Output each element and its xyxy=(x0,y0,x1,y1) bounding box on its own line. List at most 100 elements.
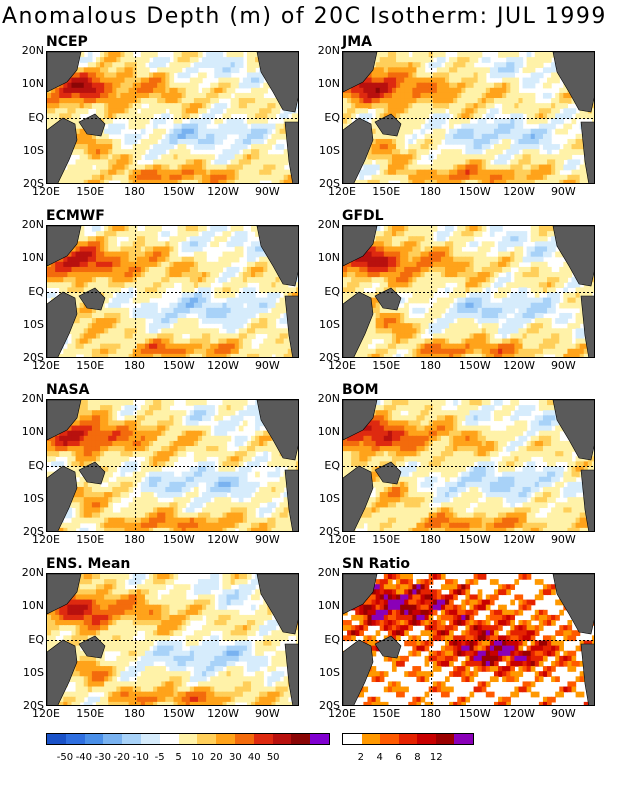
colorbar-swatch xyxy=(454,734,474,744)
colorbar-swatch xyxy=(122,734,141,744)
land-mass xyxy=(374,461,402,485)
lat-label: 10S xyxy=(319,665,340,679)
panel-title: JMA xyxy=(342,34,372,50)
lat-label: EQ xyxy=(28,458,44,472)
lat-label: 10N xyxy=(21,251,44,265)
lon-label: 150W xyxy=(458,359,491,372)
colorbar-label: 50 xyxy=(266,752,280,763)
map-ens-mean xyxy=(46,573,299,706)
lon-label: 150E xyxy=(76,359,105,372)
colorbar-label: 2 xyxy=(357,752,365,763)
lon-label: 120E xyxy=(328,359,356,372)
colorbar-label: 4 xyxy=(376,752,383,763)
lat-label: 20N xyxy=(21,392,44,405)
colorbar-swatch xyxy=(343,734,362,744)
lat-label: 10N xyxy=(317,599,340,613)
colorbar-label: 10 xyxy=(191,752,204,763)
lat-label: 20S xyxy=(23,525,44,538)
colorbar-swatch xyxy=(84,734,104,744)
map-jma xyxy=(342,51,595,184)
land-mass xyxy=(284,295,298,357)
panel-title: SN Ratio xyxy=(342,556,411,572)
lon-label: 180 xyxy=(124,533,146,546)
lon-label: 120W xyxy=(503,533,536,546)
lat-label: 20N xyxy=(21,218,44,231)
lat-label: 10N xyxy=(317,77,340,91)
land-mass xyxy=(374,635,402,659)
colorbar-swatch xyxy=(159,734,179,744)
lon-label: 120E xyxy=(32,533,60,546)
lon-label: 150W xyxy=(162,707,195,720)
colorbar-label: -20 xyxy=(113,752,130,763)
land-mass xyxy=(47,52,82,93)
page-title: Anomalous Depth (m) of 20C Isotherm: JUL… xyxy=(2,4,607,29)
lon-label: 120W xyxy=(207,359,240,372)
colorbar-label: 6 xyxy=(395,752,402,763)
lon-label: 150E xyxy=(372,185,401,198)
lon-label: 150E xyxy=(76,185,105,198)
lon-label: 150W xyxy=(162,533,195,546)
land-mass xyxy=(47,574,82,615)
lon-label: 150W xyxy=(458,533,491,546)
land-mass xyxy=(256,226,298,287)
lon-label: 90W xyxy=(550,185,576,198)
panel-title: ENS. Mean xyxy=(46,556,131,572)
colorbar-label: 5 xyxy=(175,752,182,763)
colorbar-swatch xyxy=(65,734,85,744)
land-mass xyxy=(256,400,298,461)
lon-label: 180 xyxy=(420,533,442,546)
lon-label: 120E xyxy=(328,533,356,546)
land-mass xyxy=(552,52,594,113)
colorbar-swatch xyxy=(291,734,311,744)
map-gfdl xyxy=(342,225,595,358)
land-mass xyxy=(580,121,594,183)
lat-label: 20N xyxy=(317,566,340,579)
land-mass xyxy=(343,574,378,615)
land-mass xyxy=(78,461,106,485)
panel-title: ECMWF xyxy=(46,208,105,224)
colorbar-swatch xyxy=(140,734,160,744)
colorbar-swatch xyxy=(398,734,418,744)
lon-label: 120W xyxy=(207,185,240,198)
lon-label: 90W xyxy=(254,533,280,546)
lon-label: 150E xyxy=(76,533,105,546)
land-mass xyxy=(78,287,106,311)
panel-title: BOM xyxy=(342,382,379,398)
land-mass xyxy=(552,574,594,635)
lat-label: EQ xyxy=(324,110,340,124)
map-sn-ratio xyxy=(342,573,595,706)
colorbar-swatch xyxy=(103,734,123,744)
lon-label: 90W xyxy=(254,707,280,720)
colorbar-label: 40 xyxy=(247,752,261,763)
lat-label: 10S xyxy=(23,665,44,679)
land-mass xyxy=(552,226,594,287)
land-mass xyxy=(552,400,594,461)
lon-label: 90W xyxy=(254,185,280,198)
lat-label: 10N xyxy=(317,251,340,265)
colorbar-label: 8 xyxy=(414,752,421,763)
panel-title: GFDL xyxy=(342,208,384,224)
land-mass xyxy=(284,121,298,183)
colorbar-swatch xyxy=(253,734,273,744)
colorbar-swatch xyxy=(380,734,399,744)
land-mass xyxy=(343,639,374,705)
lat-label: 20N xyxy=(317,44,340,57)
lon-label: 180 xyxy=(420,185,442,198)
land-mass xyxy=(47,400,82,441)
lon-label: 90W xyxy=(550,707,576,720)
land-mass xyxy=(256,574,298,635)
panel-title: NASA xyxy=(46,382,90,398)
lon-label: 120W xyxy=(503,707,536,720)
colorbar-label: -50 xyxy=(56,752,74,763)
lon-label: 90W xyxy=(254,359,280,372)
colorbar-label: -30 xyxy=(94,752,111,763)
land-mass xyxy=(343,400,378,441)
ratio-colorbar xyxy=(342,733,474,745)
colorbar-label: 30 xyxy=(228,752,242,763)
colorbar-swatch xyxy=(361,734,381,744)
lat-label: 20N xyxy=(317,218,340,231)
lon-label: 180 xyxy=(124,185,146,198)
land-mass xyxy=(343,226,378,267)
colorbar-label: -40 xyxy=(75,752,93,763)
lon-label: 120E xyxy=(328,707,356,720)
